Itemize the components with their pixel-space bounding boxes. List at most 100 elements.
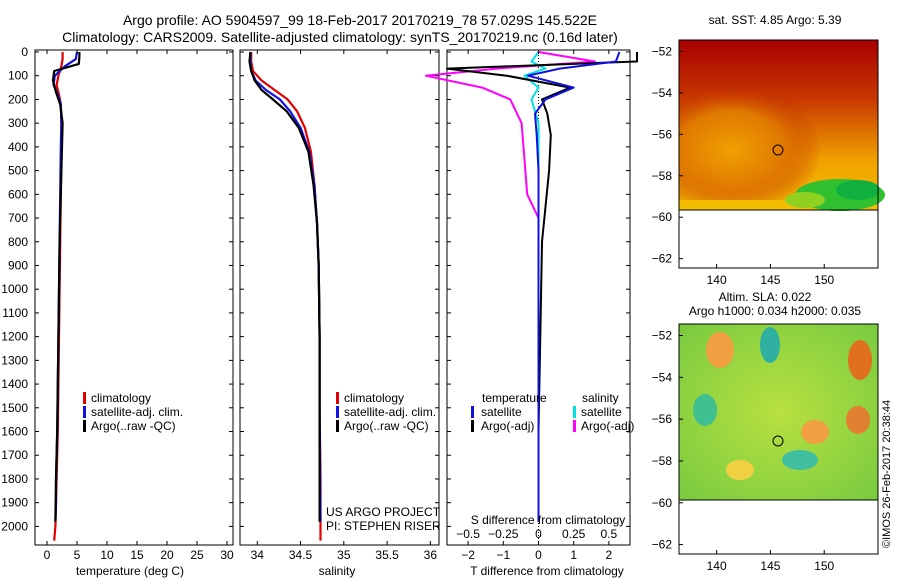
map-y-tick-label: −56 [652,127,673,141]
temperature-legend: climatology satellite-adj. clim. Argo(..… [83,391,183,433]
depth-tick-label: 900 [8,258,28,272]
map-x-tick-label: 140 [707,273,727,287]
salinity-panel [239,49,440,546]
x-tick-label: 0 [535,527,542,541]
x-tick-label: 20 [160,548,174,562]
legend-swatch-climatology [83,392,86,404]
salinity-xlabel: salinity [319,564,356,578]
legend-label: Argo(-adj) [481,419,534,433]
legend-label: satellite-adj. clim. [91,405,183,419]
depth-tick-label: 1100 [2,306,28,320]
temperature-panel [34,49,234,546]
depth-tick-label: 400 [8,140,28,154]
depth-tick-label: 800 [8,235,28,249]
sst-map [678,39,885,269]
depth-tick-label: 1200 [1,330,28,344]
difference-legend: temperature satellite Argo(-adj) salinit… [471,391,634,433]
depth-tick-label: 2000 [1,519,28,533]
legend-label: Argo(..raw -QC) [344,419,429,433]
salinity-legend: climatology satellite-adj. clim. Argo(..… [336,391,436,433]
map-y-tick-label: −56 [652,412,673,426]
legend-label: satellite-adj. clim. [344,405,436,419]
map-y-tick-label: −58 [652,454,673,468]
depth-tick-label: 1600 [1,425,28,439]
sla-map-title-2: Argo h1000: 0.034 h2000: 0.035 [689,304,861,318]
x-tick-label: 1 [570,548,577,562]
map-x-tick-label: 145 [760,559,780,573]
legend-swatch-satellite [336,406,339,418]
depth-axis: 0 100 200 300 400 500 600 700 800 900 1000 1100 1200… [1,45,28,533]
map-y-tick-label: −52 [652,44,673,58]
map-y-tick-label: −60 [652,496,673,510]
depth-tick-label: 600 [8,187,28,201]
legend-swatch-argo [336,420,339,432]
depth-tick-label: 700 [8,211,28,225]
map-y-tick-label: −60 [652,210,673,224]
sdiff-xlabel: S difference from climatology [471,513,626,527]
title-line-1: Argo profile: AO 5904597_99 18-Feb-2017 … [123,12,597,28]
map-y-tick-label: −62 [652,538,673,552]
pi-note: PI: STEPHEN RISER [326,519,441,533]
x-tick-label: 2 [606,548,613,562]
legend-label: Argo(..raw -QC) [91,419,176,433]
legend-label: Argo(-adj) [581,419,634,433]
map-y-tick-label: −58 [652,169,673,183]
x-tick-label: 25 [190,548,204,562]
series-line-t-satellite [526,51,621,522]
x-tick-label: −2 [461,548,475,562]
map-y-tick-label: −54 [652,370,673,384]
map-y-tick-label: −54 [652,86,673,100]
map-x-tick-label: 145 [760,273,780,287]
chart-series-layer [51,51,638,543]
series-line-satellite [249,52,322,522]
x-tick-label: 0.25 [562,527,586,541]
x-tick-label: 5 [74,548,81,562]
legend-title-temperature: temperature [482,391,547,405]
depth-tick-label: 1800 [1,472,28,486]
series-line-climatology [250,52,322,541]
depth-tick-label: 1700 [1,448,28,462]
depth-tick-label: 1900 [1,496,28,510]
depth-tick-label: 0 [21,45,28,59]
argo-location-marker [772,144,784,156]
x-tick-label: 15 [130,548,144,562]
tdiff-xlabel: T difference from climatology [470,564,624,578]
x-tick-label: 35 [337,548,351,562]
x-tick-label: −0.25 [488,527,519,541]
depth-tick-label: 1300 [1,353,28,367]
sla-map [678,323,879,555]
argo-location-marker [772,435,784,447]
x-tick-label: 34.5 [289,548,313,562]
map-x-tick-label: 150 [814,559,834,573]
map-y-tick-label: −62 [652,252,673,266]
depth-tick-label: 100 [8,69,28,83]
temperature-xlabel: temperature (deg C) [76,564,184,578]
legend-title-salinity: salinity [582,391,619,405]
tick-layer: 0 5 10 15 20 25 30 34 34.5 35 35.5 36 −2 −1 0 1 2 −0.5 −0.… [35,50,630,562]
sla-map-title-1: Altim. SLA: 0.022 [719,290,812,304]
x-tick-label: −1 [496,548,510,562]
legend-swatch-s-satellite [573,406,576,418]
legend-swatch-t-satellite [471,406,474,418]
depth-tick-label: 1500 [1,401,28,415]
map-x-tick-label: 150 [814,273,834,287]
x-tick-label: 30 [220,548,234,562]
legend-label: satellite [581,405,622,419]
sst-map-axes: −52 −54 −56 −58 −60 −62 140 145 150 [652,44,835,287]
x-tick-label: 10 [100,548,114,562]
x-tick-label: 0 [535,548,542,562]
legend-label: climatology [91,391,151,405]
legend-label: climatology [344,391,404,405]
legend-swatch-s-argo [573,420,576,432]
x-tick-label: 35.5 [375,548,399,562]
map-y-tick-label: −52 [652,329,673,343]
x-tick-label: 36 [424,548,438,562]
legend-label: satellite [481,405,522,419]
series-line-argo [51,52,81,522]
sst-map-title: sat. SST: 4.85 Argo: 5.39 [709,13,842,27]
depth-tick-label: 500 [8,164,28,178]
x-tick-label: 0 [44,548,51,562]
legend-swatch-climatology [336,392,339,404]
depth-tick-label: 1000 [1,282,28,296]
